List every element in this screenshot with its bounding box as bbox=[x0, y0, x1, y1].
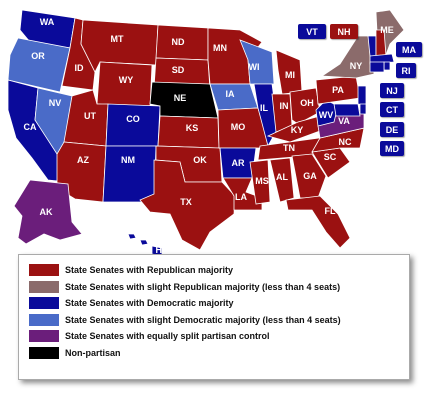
legend-row-slight-rep: State Senates with slight Republican maj… bbox=[29, 279, 399, 296]
state-label-nm: NM bbox=[121, 155, 135, 165]
state-label-hi: HI bbox=[156, 245, 165, 255]
state-label-ar: AR bbox=[232, 158, 245, 168]
state-ga bbox=[291, 153, 327, 199]
state-label-wi: WI bbox=[249, 62, 260, 72]
us-state-senate-map: WA OR CA NV ID MT WY UT AZ CO NM ND SD NE KS OK TX MN IA MO… bbox=[7, 9, 422, 255]
state-la bbox=[222, 177, 263, 211]
state-or bbox=[7, 37, 71, 93]
state-ri bbox=[383, 61, 391, 71]
state-label-in: IN bbox=[280, 101, 289, 111]
state-label-mt: MT bbox=[111, 34, 124, 44]
state-label-or: OR bbox=[31, 51, 45, 61]
legend-row-dem: State Senates with Democratic majority bbox=[29, 295, 399, 312]
state-label-il: IL bbox=[260, 103, 269, 113]
state-tag-nj: NJ bbox=[380, 83, 404, 98]
state-de bbox=[359, 103, 367, 115]
state-label-va: VA bbox=[338, 116, 350, 126]
state-tag-ri: RI bbox=[396, 63, 416, 78]
map-legend: State Senates with Republican majority St… bbox=[18, 254, 410, 380]
state-ny bbox=[320, 35, 375, 79]
state-tag-nh: NH bbox=[330, 24, 358, 39]
legend-row-slight-dem: State Senates with slight Democratic maj… bbox=[29, 312, 399, 329]
legend-swatch bbox=[29, 330, 59, 343]
state-al bbox=[269, 157, 295, 203]
state-label-ut: UT bbox=[84, 111, 96, 121]
state-ma bbox=[369, 53, 395, 65]
map-canvas: WA OR CA NV ID MT WY UT AZ CO NM ND SD NE KS OK TX MN IA MO… bbox=[7, 9, 405, 255]
state-label-fl: FL bbox=[325, 206, 336, 216]
legend-swatch bbox=[29, 346, 59, 359]
state-label-ky: KY bbox=[291, 125, 304, 135]
state-label-ga: GA bbox=[303, 171, 317, 181]
state-oh bbox=[289, 87, 321, 125]
state-label-nd: ND bbox=[172, 37, 185, 47]
state-label-sd: SD bbox=[172, 65, 185, 75]
state-co bbox=[105, 103, 161, 147]
state-tag-de: DE bbox=[380, 122, 404, 137]
state-label-wa: WA bbox=[40, 17, 55, 27]
state-label-pa: PA bbox=[332, 85, 344, 95]
legend-row-rep: State Senates with Republican majority bbox=[29, 262, 399, 279]
state-label-ia: IA bbox=[226, 89, 236, 99]
state-ms bbox=[249, 159, 271, 205]
state-label-al: AL bbox=[276, 172, 288, 182]
legend-label: Non-partisan bbox=[65, 347, 121, 358]
state-wy bbox=[96, 61, 153, 109]
state-label-oh: OH bbox=[300, 98, 314, 108]
legend-label: State Senates with slight Republican maj… bbox=[65, 281, 341, 292]
state-md bbox=[333, 103, 361, 117]
state-nj bbox=[357, 85, 367, 107]
legend-swatch bbox=[29, 297, 59, 310]
state-label-az: AZ bbox=[77, 155, 89, 165]
state-label-co: CO bbox=[126, 114, 140, 124]
state-label-wv: WV bbox=[319, 110, 334, 120]
state-label-ms: MS bbox=[255, 176, 269, 186]
state-label-ne: NE bbox=[174, 93, 187, 103]
state-label-sc: SC bbox=[324, 152, 337, 162]
legend-label: State Senates with Democratic majority bbox=[65, 298, 234, 309]
state-label-id: ID bbox=[75, 63, 85, 73]
state-tag-ct: CT bbox=[380, 102, 404, 117]
legend-row-nonpartisan: Non-partisan bbox=[29, 345, 399, 362]
state-label-ny: NY bbox=[350, 61, 363, 71]
state-label-ak: AK bbox=[40, 207, 53, 217]
state-tx bbox=[139, 159, 236, 251]
state-label-mn: MN bbox=[213, 43, 227, 53]
state-fl bbox=[285, 195, 351, 249]
legend-label: State Senates with slight Democratic maj… bbox=[65, 314, 341, 325]
legend-row-split: State Senates with equally split partisa… bbox=[29, 328, 399, 345]
state-label-la: LA bbox=[235, 192, 247, 202]
state-ct bbox=[369, 61, 385, 73]
state-label-ca: CA bbox=[24, 122, 37, 132]
legend-label: State Senates with Republican majority bbox=[65, 265, 234, 276]
state-ak bbox=[13, 179, 83, 245]
state-tag-ma: MA bbox=[396, 42, 422, 57]
state-label-mo: MO bbox=[231, 122, 246, 132]
legend-swatch bbox=[29, 313, 59, 326]
state-tag-vt: VT bbox=[298, 24, 326, 39]
state-label-me: ME bbox=[380, 25, 394, 35]
state-hi bbox=[127, 233, 163, 255]
state-label-tx: TX bbox=[180, 197, 192, 207]
state-label-tn: TN bbox=[283, 143, 295, 153]
state-label-mi: MI bbox=[285, 70, 295, 80]
legend-swatch bbox=[29, 264, 59, 277]
state-label-nc: NC bbox=[339, 137, 352, 147]
state-label-nv: NV bbox=[49, 98, 62, 108]
state-label-ok: OK bbox=[193, 155, 207, 165]
legend-label: State Senates with equally split partisa… bbox=[65, 331, 270, 342]
legend-swatch bbox=[29, 280, 59, 293]
state-label-wy: WY bbox=[119, 75, 134, 85]
state-label-ks: KS bbox=[186, 123, 199, 133]
state-tag-md: MD bbox=[380, 141, 404, 156]
